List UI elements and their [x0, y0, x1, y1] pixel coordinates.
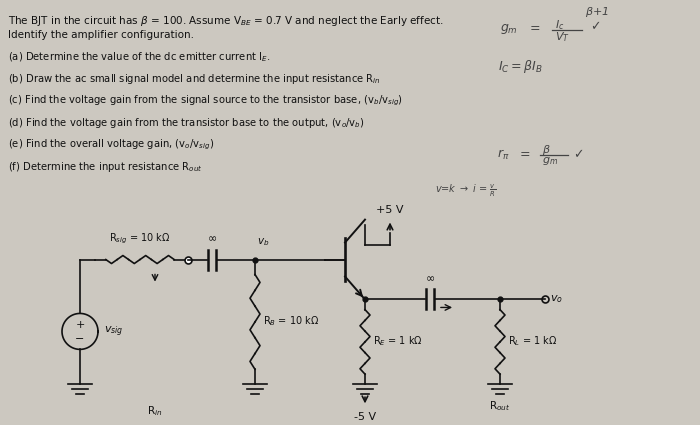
Text: The BJT in the circuit has $\beta$ = 100. Assume V$_{BE}$ = 0.7 V and neglect th: The BJT in the circuit has $\beta$ = 100… — [8, 14, 444, 28]
Text: +: + — [76, 320, 85, 330]
Text: $I_c$: $I_c$ — [555, 18, 564, 32]
Text: -5 V: -5 V — [354, 412, 376, 422]
Text: +5 V: +5 V — [377, 204, 404, 215]
Text: R$_L$ = 1 k$\Omega$: R$_L$ = 1 k$\Omega$ — [508, 334, 557, 348]
Text: $\beta$+1: $\beta$+1 — [585, 5, 609, 19]
Text: R$_{sig}$ = 10 k$\Omega$: R$_{sig}$ = 10 k$\Omega$ — [109, 231, 171, 246]
Text: $V_T$: $V_T$ — [555, 30, 570, 44]
Text: R$_{in}$: R$_{in}$ — [147, 404, 162, 418]
Text: −: − — [76, 334, 85, 344]
Text: (d) Find the voltage gain from the transistor base to the output, (v$_o$/v$_b$): (d) Find the voltage gain from the trans… — [8, 116, 365, 130]
Text: Identify the amplifier configuration.: Identify the amplifier configuration. — [8, 30, 194, 40]
Text: $I_C = \beta I_B$: $I_C = \beta I_B$ — [498, 58, 542, 75]
Text: $v_{sig}$: $v_{sig}$ — [104, 324, 123, 339]
Text: (f) Determine the input resistance R$_{out}$: (f) Determine the input resistance R$_{o… — [8, 160, 202, 174]
Text: =: = — [530, 22, 540, 35]
Text: $g_m$: $g_m$ — [542, 155, 558, 167]
Text: R$_E$ = 1 k$\Omega$: R$_E$ = 1 k$\Omega$ — [373, 334, 423, 348]
Text: =: = — [520, 148, 531, 161]
Text: (a) Determine the value of the dc emitter current I$_E$.: (a) Determine the value of the dc emitte… — [8, 50, 270, 63]
Text: $r_\pi$: $r_\pi$ — [497, 148, 510, 162]
Text: v=k $\rightarrow$ i = $\frac{v}{R}$: v=k $\rightarrow$ i = $\frac{v}{R}$ — [435, 181, 496, 198]
Text: $v_b$: $v_b$ — [257, 236, 270, 247]
Text: (c) Find the voltage gain from the signal source to the transistor base, (v$_b$/: (c) Find the voltage gain from the signa… — [8, 94, 403, 108]
Text: (b) Draw the ac small signal model and determine the input resistance R$_{in}$: (b) Draw the ac small signal model and d… — [8, 72, 381, 86]
Text: $g_m$: $g_m$ — [500, 22, 518, 36]
Text: ✓: ✓ — [573, 148, 584, 161]
Text: $\beta$: $\beta$ — [542, 143, 551, 157]
Text: (e) Find the overall voltage gain, (v$_o$/v$_{sig}$): (e) Find the overall voltage gain, (v$_o… — [8, 138, 214, 152]
Text: $\infty$: $\infty$ — [425, 274, 435, 283]
Text: $\infty$: $\infty$ — [207, 234, 217, 244]
Text: ✓: ✓ — [590, 20, 601, 33]
Text: R$_B$ = 10 k$\Omega$: R$_B$ = 10 k$\Omega$ — [263, 314, 319, 329]
Text: $v_o$: $v_o$ — [550, 294, 563, 306]
Text: R$_{out}$: R$_{out}$ — [489, 399, 511, 413]
